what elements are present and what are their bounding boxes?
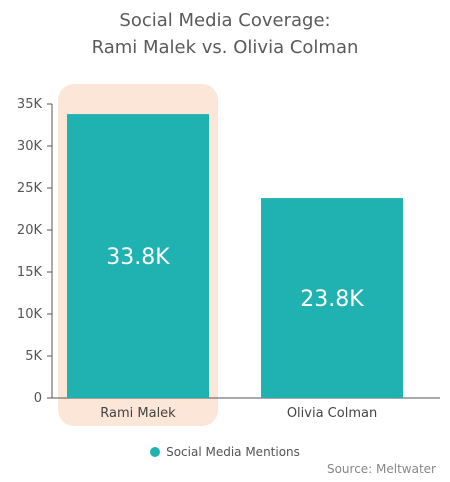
y-tick-label: 35K (17, 97, 43, 112)
data-label: 33.8K (106, 245, 170, 270)
category-label: Rami Malek (100, 406, 176, 421)
y-tick-label: 30K (17, 139, 43, 154)
data-label: 23.8K (300, 287, 364, 312)
y-tick-label: 25K (17, 181, 43, 196)
source-note: Source: Meltwater (326, 462, 436, 476)
chart-title-line1: Social Media Coverage: (119, 10, 331, 31)
legend-swatch (150, 447, 161, 457)
bar (261, 198, 403, 398)
legend-label: Social Media Mentions (166, 445, 300, 459)
y-tick-label: 15K (17, 265, 43, 280)
y-tick-label: 5K (25, 349, 42, 364)
y-tick-label: 20K (17, 223, 43, 238)
y-tick-label: 0 (34, 391, 42, 406)
category-label: Olivia Colman (287, 406, 377, 421)
y-tick-label: 10K (17, 307, 43, 322)
legend: Social Media Mentions (0, 445, 450, 459)
chart-title-line2: Rami Malek vs. Olivia Colman (91, 37, 359, 58)
bar (67, 114, 209, 398)
